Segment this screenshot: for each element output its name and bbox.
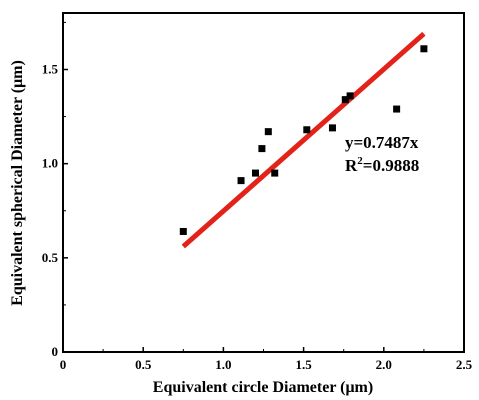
- data-point: [346, 92, 354, 100]
- y-tick-label: 0.5: [42, 250, 59, 265]
- y-axis-title: Equivalent spherical Diameter (μm): [9, 60, 26, 306]
- x-tick-label: 0.5: [135, 357, 152, 372]
- plot-area: [62, 12, 465, 353]
- plot-frame: [62, 12, 465, 353]
- equation-annotation: y=0.7487x: [345, 133, 419, 152]
- x-tick-label: 2.5: [456, 357, 473, 372]
- fit-line: [181, 31, 426, 249]
- data-points-layer: [179, 45, 428, 235]
- data-point: [328, 124, 336, 132]
- data-point: [303, 126, 311, 134]
- data-point: [420, 45, 428, 53]
- x-tick-label: 1.5: [295, 357, 312, 372]
- data-point: [179, 227, 187, 235]
- x-axis-ticks: 0 0.5 1.0 1.5 2.0 2.5: [60, 347, 473, 372]
- data-point: [258, 145, 266, 153]
- r-squared-symbol: R: [345, 156, 358, 175]
- r-squared-value: =0.9888: [363, 156, 419, 175]
- x-tick-label: 1.0: [215, 357, 231, 372]
- y-tick-label: 0: [52, 344, 59, 359]
- fit-line-layer: [181, 31, 426, 249]
- x-axis-title: Equivalent circle Diameter (μm): [153, 379, 373, 396]
- r-squared-annotation: R2=0.9888: [345, 155, 419, 175]
- data-point: [341, 96, 349, 104]
- y-tick-label: 1.0: [42, 156, 58, 171]
- data-point: [251, 169, 259, 177]
- data-point: [271, 169, 279, 177]
- data-point: [264, 128, 272, 136]
- y-axis-ticks: 0 0.5 1.0 1.5: [42, 21, 68, 359]
- data-point: [237, 177, 245, 185]
- r-squared-superscript: 2: [357, 155, 363, 167]
- x-tick-label: 2.0: [376, 357, 392, 372]
- y-tick-label: 1.5: [42, 62, 59, 77]
- x-tick-label: 0: [60, 357, 67, 372]
- data-point: [393, 105, 401, 113]
